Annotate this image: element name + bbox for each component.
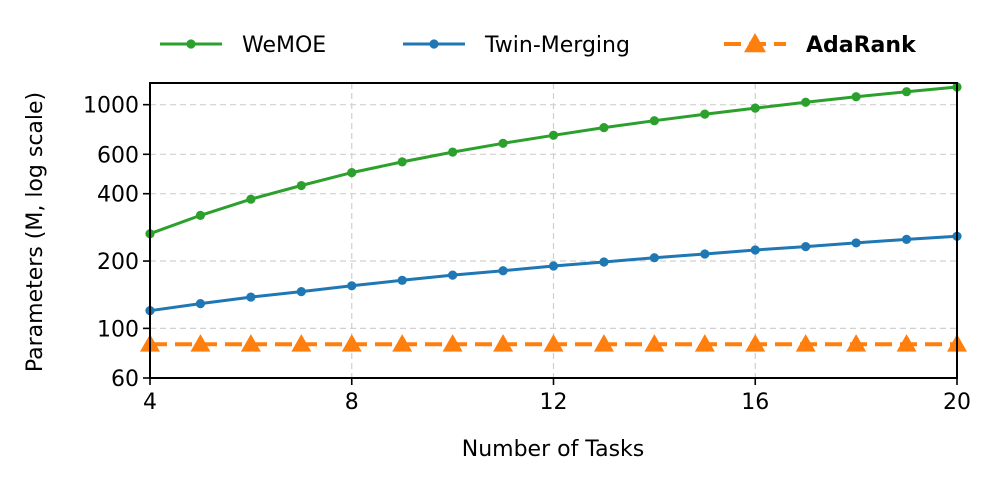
data-point (896, 334, 917, 352)
y-tick-label: 60 (111, 367, 139, 392)
data-point (397, 157, 407, 167)
data-point (599, 257, 609, 267)
y-tick-label: 200 (97, 250, 139, 275)
data-point (296, 287, 306, 297)
y-axis: 60 100 200 400 600 1000 (83, 94, 150, 392)
series-wemoe (145, 82, 962, 239)
data-point (296, 180, 306, 191)
data-point (599, 122, 609, 133)
data-point (246, 292, 256, 302)
data-point (901, 87, 912, 97)
data-point (543, 334, 564, 352)
data-point (347, 281, 357, 291)
legend-label-twin-merging: Twin-Merging (484, 33, 630, 58)
data-point (240, 334, 261, 352)
legend-marker (429, 39, 439, 49)
legend-label-adarank: AdaRank (806, 33, 917, 58)
data-point (801, 97, 811, 107)
x-tick-label: 16 (741, 390, 769, 415)
series-layer (140, 82, 967, 352)
data-point (442, 334, 463, 352)
legend-item-wemoe: WeMOE (160, 33, 326, 58)
series-line-wemoe (149, 85, 958, 236)
data-point (347, 168, 357, 178)
legend-item-twin-merging: Twin-Merging (403, 33, 630, 58)
legend-marker (744, 33, 766, 53)
legend-marker (186, 39, 196, 49)
data-point (498, 138, 508, 148)
x-tick-label: 20 (943, 390, 971, 415)
y-tick-label: 1000 (83, 94, 139, 119)
data-point (851, 238, 861, 248)
legend-item-adarank: AdaRank (724, 33, 917, 58)
data-point (341, 334, 362, 352)
legend: WeMOE Twin-Merging AdaRank (160, 33, 917, 58)
y-tick-label: 400 (97, 183, 139, 208)
data-point (392, 334, 413, 352)
data-point (649, 253, 659, 263)
data-point (448, 270, 458, 280)
data-point (593, 334, 614, 352)
legend-label-wemoe: WeMOE (242, 33, 326, 58)
series-twin-merging (145, 231, 962, 316)
data-point (649, 116, 659, 126)
data-point (195, 210, 206, 220)
data-point (190, 334, 211, 352)
data-point (846, 334, 867, 352)
series-adarank (140, 334, 967, 352)
data-point (745, 334, 766, 352)
x-tick-label: 4 (143, 390, 157, 415)
data-point (246, 194, 256, 204)
data-point (548, 261, 559, 271)
data-point (448, 147, 458, 157)
data-point (901, 234, 912, 244)
data-point (195, 299, 206, 309)
y-axis-label: Parameters (M, log scale) (23, 92, 48, 372)
x-tick-label: 8 (345, 390, 359, 415)
y-tick-label: 100 (97, 317, 139, 342)
y-tick-label: 600 (97, 143, 139, 168)
x-axis: 4 8 12 16 20 (143, 378, 971, 415)
x-axis-label: Number of Tasks (462, 437, 645, 462)
data-point (851, 92, 861, 102)
data-point (644, 334, 665, 352)
data-point (548, 130, 559, 140)
data-point (750, 245, 760, 255)
data-point (397, 275, 407, 285)
data-point (694, 334, 715, 352)
data-point (498, 266, 508, 276)
x-tick-label: 12 (540, 390, 568, 415)
grid (149, 83, 958, 379)
data-point (291, 334, 312, 352)
data-point (700, 109, 710, 119)
data-point (700, 249, 710, 259)
data-point (795, 334, 816, 352)
data-point (750, 103, 760, 113)
data-point (801, 242, 811, 252)
data-point (493, 334, 514, 352)
